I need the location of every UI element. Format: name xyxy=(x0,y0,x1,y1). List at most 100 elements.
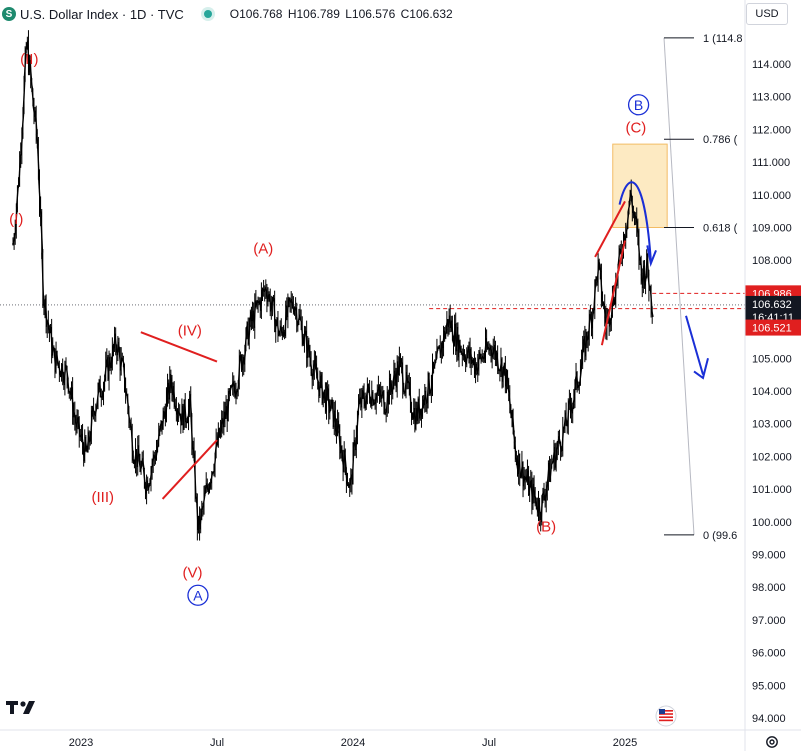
high-value: H106.789 xyxy=(287,7,340,21)
flag-stripe xyxy=(659,710,673,712)
candle-body xyxy=(478,351,482,356)
candle-body xyxy=(148,481,152,486)
candle-body xyxy=(186,421,189,424)
y-tick-label: 94.000 xyxy=(752,713,786,725)
symbol-logo-icon[interactable]: S xyxy=(2,7,16,21)
candle-body xyxy=(88,439,92,443)
y-tick-label: 110.000 xyxy=(752,190,791,202)
candle-body xyxy=(102,384,106,397)
candle-body xyxy=(508,394,512,409)
candle-body xyxy=(573,381,577,398)
candle-body xyxy=(550,462,554,467)
candle-body xyxy=(126,395,130,409)
candle-body xyxy=(477,352,481,365)
candle-body xyxy=(593,281,597,309)
candle-body xyxy=(208,483,211,492)
candle-body xyxy=(424,390,428,404)
candle-body xyxy=(355,413,359,436)
candle-body xyxy=(512,431,516,442)
candle-body xyxy=(237,355,241,384)
symbol-title[interactable]: U.S. Dollar Index · 1D · TVC xyxy=(20,6,184,22)
candle-body xyxy=(300,323,304,345)
candle-body xyxy=(169,373,173,385)
candle-body xyxy=(367,384,370,390)
y-tick-label: 113.000 xyxy=(752,92,791,104)
candle-body xyxy=(618,248,622,251)
candle-body xyxy=(501,367,505,382)
candle-body xyxy=(114,333,118,349)
candle-body xyxy=(172,386,176,405)
candle-body xyxy=(397,357,401,375)
candle-body xyxy=(298,314,302,320)
candle-body xyxy=(337,420,341,431)
price-tag-lower xyxy=(745,319,801,336)
candle-body xyxy=(572,397,576,405)
candle-body xyxy=(130,429,134,458)
candle-body xyxy=(232,381,236,390)
candle-body xyxy=(315,366,319,379)
candle-body xyxy=(119,357,123,371)
candle-body xyxy=(596,260,600,283)
candle-body xyxy=(139,464,143,472)
candle-body xyxy=(296,322,300,327)
y-tick-label: 96.000 xyxy=(752,648,786,660)
candle-body xyxy=(23,51,27,80)
candle-body xyxy=(496,352,500,371)
candle-body xyxy=(435,348,439,359)
candle-body xyxy=(587,314,591,339)
market-status-icon xyxy=(203,10,212,18)
candle-body xyxy=(286,298,290,318)
candle-body xyxy=(213,453,217,471)
candle-body xyxy=(601,299,604,305)
candle-body xyxy=(56,362,60,365)
candle-body xyxy=(384,410,388,414)
currency-selector[interactable]: USD xyxy=(746,3,788,25)
wave-label: (IV) xyxy=(178,322,202,339)
candle-body xyxy=(646,253,650,276)
candle-body xyxy=(639,257,643,275)
candle-body xyxy=(264,287,268,294)
candle-body xyxy=(189,394,193,417)
candle-body xyxy=(586,337,590,341)
candle-body xyxy=(603,304,607,317)
candle-body xyxy=(326,386,330,392)
target-zone-box xyxy=(612,143,668,229)
candle-body xyxy=(629,190,633,200)
candle-body xyxy=(29,59,33,80)
candle-body xyxy=(450,320,454,341)
candle-body xyxy=(425,401,429,405)
candle-body xyxy=(470,360,474,365)
candle-body xyxy=(557,436,561,443)
time-axis xyxy=(0,730,801,751)
candle-body xyxy=(37,178,41,208)
candle-body xyxy=(30,79,34,90)
fib-level-label: 0 (99.6 xyxy=(703,530,737,542)
candle-body xyxy=(31,89,35,106)
candle-body xyxy=(465,354,469,365)
candle-body xyxy=(247,324,251,345)
candle-body xyxy=(212,470,216,473)
candle-body xyxy=(316,377,320,383)
candle-body xyxy=(522,475,526,487)
candle-body xyxy=(403,390,407,394)
gear-icon[interactable] xyxy=(764,734,780,750)
candle-body xyxy=(104,362,108,378)
candle-body xyxy=(400,359,404,366)
wave-label: (I) xyxy=(9,211,23,228)
tradingview-logo-icon[interactable] xyxy=(6,698,40,721)
candle-body xyxy=(564,412,568,426)
candle-body xyxy=(476,364,480,375)
candle-body xyxy=(569,399,572,408)
candle-body xyxy=(551,460,555,464)
candle-body xyxy=(483,356,486,360)
candle-body xyxy=(40,216,44,253)
candle-body xyxy=(75,419,79,428)
candle-body xyxy=(244,329,248,350)
candle-body xyxy=(560,449,563,452)
candle-body xyxy=(532,483,536,496)
candle-body xyxy=(545,481,549,491)
candle-body xyxy=(187,406,191,423)
candle-body xyxy=(507,387,511,395)
candle-body xyxy=(362,392,366,403)
